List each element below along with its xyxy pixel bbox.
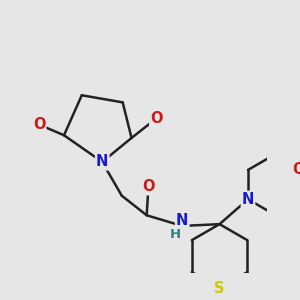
Text: N: N	[242, 192, 254, 207]
Text: O: O	[150, 111, 163, 126]
Text: O: O	[142, 179, 155, 194]
Text: O: O	[33, 117, 45, 132]
Text: H: H	[169, 228, 181, 241]
Text: S: S	[214, 280, 225, 296]
Text: N: N	[176, 213, 188, 228]
Text: N: N	[96, 154, 108, 169]
Text: O: O	[292, 162, 300, 177]
